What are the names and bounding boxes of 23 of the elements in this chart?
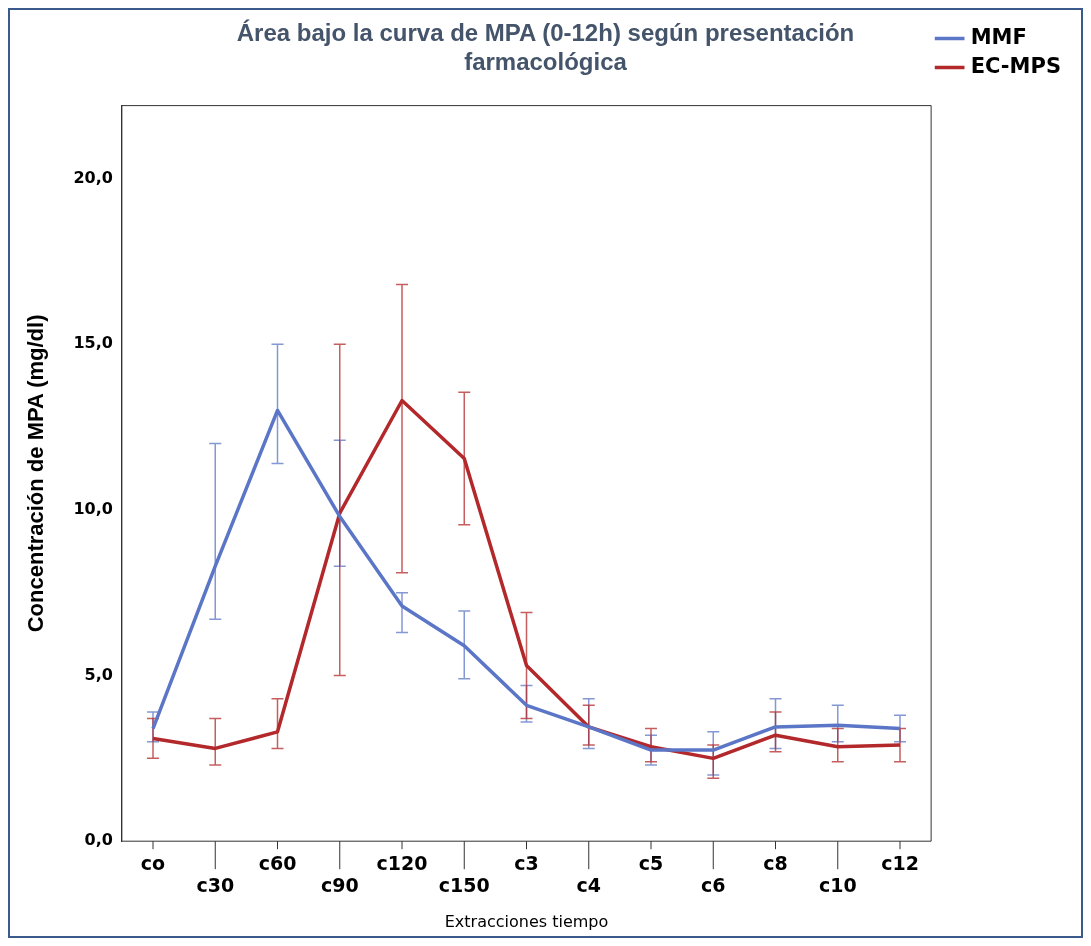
x-tick-label: c120 [376,851,428,874]
x-tick-label: c5 [638,851,664,874]
x-tick-label: c30 [196,874,235,897]
x-tick-label: c12 [881,851,919,874]
x-tick-label: co [140,851,166,874]
y-tick-label: 10,0 [73,499,113,518]
x-tick-label: c60 [258,851,297,874]
x-tick-label: c6 [701,874,726,897]
x-tick-label: c150 [438,874,490,897]
x-axis-title: Extracciones tiempo [444,911,609,931]
x-tick-label: c3 [514,851,539,874]
x-tick-label: c8 [763,851,788,874]
x-tick-label: c4 [576,874,601,897]
legend-label: MMF [970,24,1027,49]
y-tick-label: 5,0 [84,664,113,684]
y-tick-label: 20,0 [73,167,113,187]
y-axis-title: Concentración de MPA (mg/dl) [23,314,49,633]
x-tick-label: c10 [818,874,857,897]
x-tick-label: c90 [320,874,359,897]
chart-title: Área bajo la curva de MPA (0-12h) según presentación farmacológica [236,19,855,75]
y-tick-label: 0,0 [84,830,113,850]
y-tick-label: 15,0 [73,333,113,353]
legend-label: EC-MPS [970,53,1062,78]
